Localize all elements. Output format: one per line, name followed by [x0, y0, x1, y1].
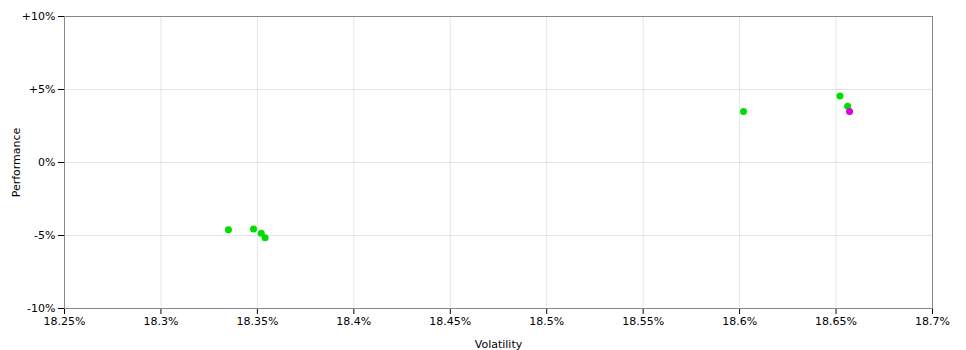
svg-text:18.4%: 18.4%: [336, 315, 371, 328]
svg-text:Performance: Performance: [10, 127, 23, 197]
svg-text:+5%: +5%: [29, 83, 56, 96]
svg-text:18.25%: 18.25%: [44, 315, 86, 328]
svg-text:-10%: -10%: [27, 302, 55, 315]
svg-text:18.35%: 18.35%: [236, 315, 278, 328]
svg-text:18.45%: 18.45%: [429, 315, 471, 328]
svg-text:18.6%: 18.6%: [722, 315, 757, 328]
svg-text:Volatility: Volatility: [475, 338, 523, 350]
svg-text:18.5%: 18.5%: [529, 315, 564, 328]
svg-text:18.3%: 18.3%: [143, 315, 178, 328]
svg-text:-5%: -5%: [34, 229, 55, 242]
svg-text:18.55%: 18.55%: [622, 315, 664, 328]
svg-text:18.65%: 18.65%: [815, 315, 857, 328]
svg-text:0%: 0%: [38, 156, 55, 169]
svg-text:+10%: +10%: [22, 10, 56, 23]
svg-text:18.7%: 18.7%: [915, 315, 950, 328]
